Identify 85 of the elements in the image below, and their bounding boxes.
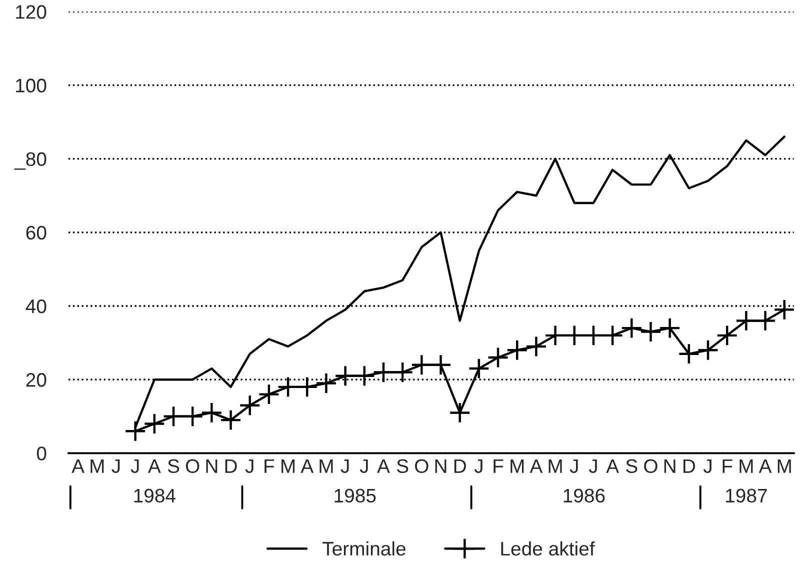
x-tick-label: S (396, 459, 408, 474)
x-tick-label: F (722, 459, 732, 473)
x-tick-label: D (225, 459, 237, 473)
x-tick-label: A (758, 459, 772, 473)
x-tick-label: J (588, 459, 597, 474)
x-tick-label: A (606, 459, 620, 473)
x-tick-label: M (510, 459, 524, 473)
point (220, 409, 242, 431)
x-tick-label: S (168, 459, 180, 474)
point (258, 383, 280, 406)
x-tick-label: A (530, 459, 543, 473)
point (716, 324, 738, 346)
x-tick-label: O (415, 459, 428, 474)
point (392, 361, 414, 384)
x-tick-label: J (474, 459, 482, 474)
point (449, 402, 471, 424)
x-tick-label: N (664, 459, 676, 473)
point (296, 376, 318, 398)
point (640, 320, 662, 343)
x-tick-label: S (626, 459, 638, 474)
point (468, 358, 490, 380)
point (697, 339, 719, 361)
text: 1984 (134, 488, 176, 503)
point (582, 324, 604, 346)
point (410, 354, 432, 376)
x-tick-label: O (644, 459, 658, 474)
point (678, 342, 700, 365)
point (239, 394, 261, 416)
text: 1985 (334, 488, 376, 503)
text: 1986 (564, 488, 605, 503)
x-tick-label: N (435, 459, 446, 473)
y-tick-label: 60 (26, 226, 46, 240)
legend-label: Lede aktief (501, 541, 595, 556)
point (487, 346, 509, 368)
point (315, 372, 338, 394)
x-tick-label: N (206, 459, 218, 473)
x-tick-label: D (683, 459, 696, 473)
point (620, 317, 642, 339)
point (774, 298, 794, 321)
x-tick-label: J (245, 459, 254, 474)
point (372, 361, 394, 384)
x-tick-label: O (186, 459, 200, 474)
x-tick-label: A (300, 459, 314, 473)
point (144, 412, 166, 435)
x-tick-label: J (112, 459, 120, 474)
x-tick-label: M (740, 459, 753, 473)
x-tick-label: J (570, 459, 578, 474)
y-tick-label: 40 (26, 299, 46, 314)
point (200, 402, 223, 424)
x-tick-label: F (264, 459, 274, 473)
x-tick-label: J (703, 459, 712, 474)
x-tick-label: M (282, 459, 295, 473)
legend-label: Terminale (322, 541, 406, 556)
y-tick-label: 100 (16, 78, 46, 92)
point (334, 365, 356, 387)
x-tick-label: A (72, 459, 84, 473)
point (544, 324, 566, 346)
x-tick-label: D (454, 459, 466, 473)
point (277, 376, 299, 398)
y-tick-label: 0 (36, 446, 46, 460)
point (754, 310, 776, 332)
y-tick-label: 20 (26, 373, 46, 387)
point (602, 324, 624, 346)
x-tick-label: A (148, 459, 161, 473)
point (162, 406, 184, 428)
point (525, 336, 548, 358)
x-tick-label: M (320, 459, 333, 473)
x-tick-label: M (548, 459, 562, 473)
x-tick-label: A (377, 459, 390, 473)
x-tick-label: J (130, 459, 139, 474)
point (182, 406, 204, 428)
point (735, 310, 758, 332)
y-tick-label: _80 (14, 152, 46, 170)
x-tick-label: J (360, 459, 368, 474)
text: 1987 (726, 488, 767, 503)
point (658, 317, 681, 339)
x-tick-label: J (340, 459, 349, 474)
point (354, 365, 376, 387)
x-tick-label: M (90, 459, 104, 473)
y-tick-label: 120 (16, 5, 46, 19)
x-tick-label: M (778, 459, 791, 473)
x-tick-label: F (494, 459, 504, 473)
point (506, 339, 528, 361)
point (124, 420, 146, 442)
point (430, 354, 452, 376)
